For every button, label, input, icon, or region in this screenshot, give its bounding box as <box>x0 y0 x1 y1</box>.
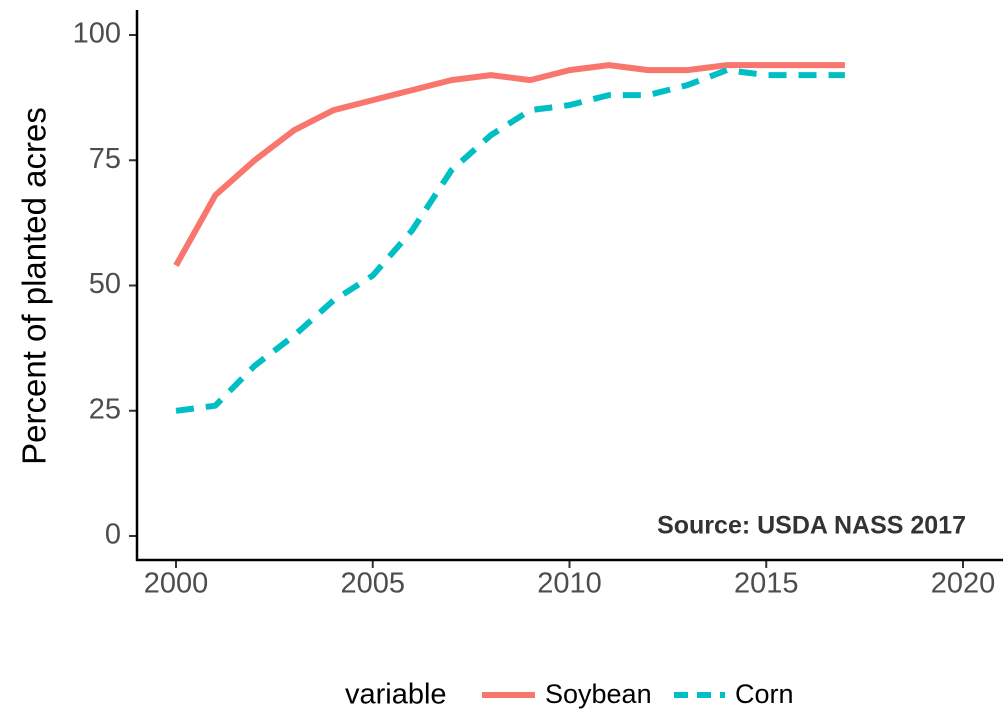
legend-title: variable <box>345 679 447 711</box>
source-annotation: Source: USDA NASS 2017 <box>657 512 966 540</box>
y-axis-title: Percent of planted acres <box>16 107 53 465</box>
y-axis-ticks: 0 25 50 75 100 <box>73 18 137 551</box>
x-tick-label: 2020 <box>931 568 996 600</box>
y-tick-label: 100 <box>73 18 121 50</box>
x-tick-label: 2010 <box>537 568 602 600</box>
y-tick-label: 75 <box>89 143 121 175</box>
y-tick-label: 25 <box>89 393 121 425</box>
x-tick-label: 2000 <box>144 568 209 600</box>
series-layer <box>176 65 845 411</box>
series-line-corn <box>176 70 845 411</box>
x-tick-label: 2015 <box>734 568 799 600</box>
x-axis-ticks: 2000 2005 2010 2015 2020 <box>144 560 996 600</box>
y-tick-label: 0 <box>105 519 121 551</box>
legend-label-corn: Corn <box>735 679 794 709</box>
x-tick-label: 2005 <box>340 568 405 600</box>
series-line-soybean <box>176 65 845 265</box>
y-tick-label: 50 <box>89 268 121 300</box>
legend: variable Soybean Corn <box>345 679 794 711</box>
legend-label-soybean: Soybean <box>545 679 652 709</box>
